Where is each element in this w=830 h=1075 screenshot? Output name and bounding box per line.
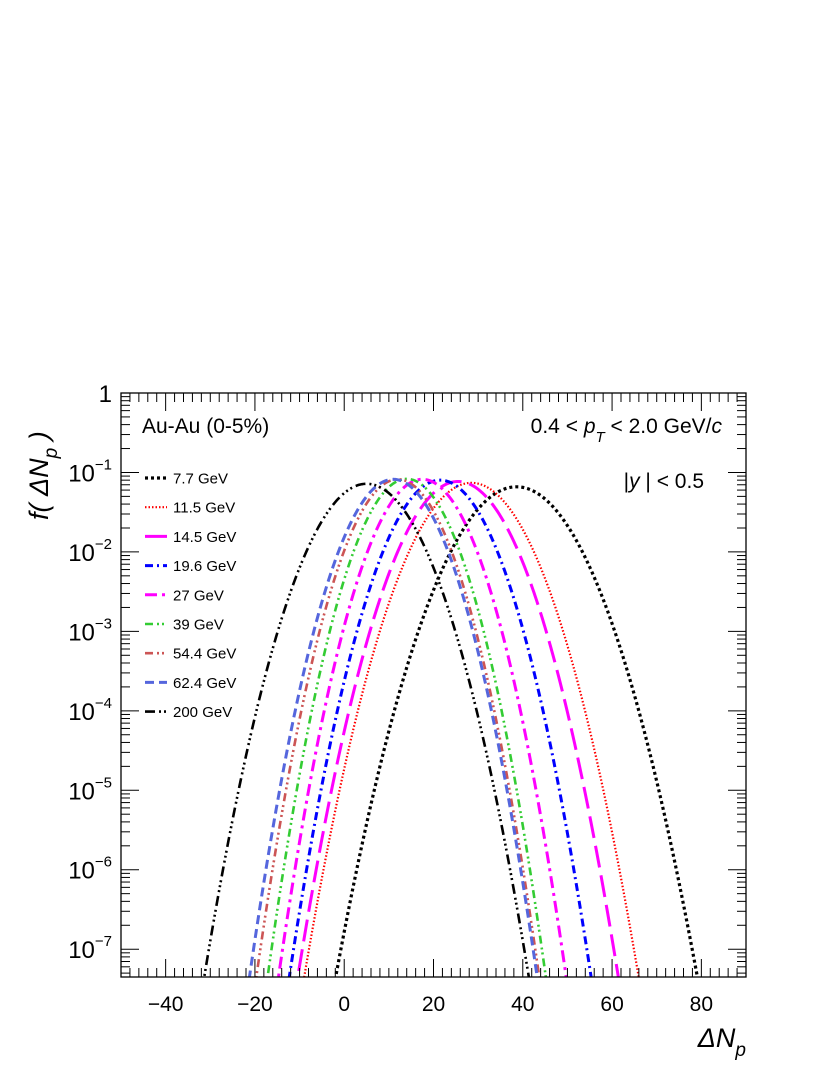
- series-line-1: [303, 481, 640, 977]
- y-tick-label: 10−7: [68, 933, 112, 964]
- x-axis: −40 −20 0 20 40 60 80: [120, 393, 747, 1016]
- legend: 7.7 GeV 11.5 GeV 14.5 GeV 19.6 GeV 27 GeV 39 …: [145, 471, 236, 721]
- legend-label: 62.4 GeV: [173, 675, 236, 692]
- y-tick-label: 10−4: [68, 695, 112, 726]
- curves-layer: [202, 477, 700, 977]
- legend-label: 200 GeV: [173, 704, 232, 721]
- rapidity-label: |y | < 0.5: [624, 470, 704, 493]
- x-tick-label: 60: [600, 993, 623, 1016]
- legend-label: 39 GeV: [173, 617, 224, 634]
- legend-label: 27 GeV: [173, 587, 224, 604]
- y-tick-label: 10−2: [68, 536, 112, 567]
- y-tick-label: 10−1: [68, 456, 112, 487]
- system-label: Au-Au (0-5%): [142, 415, 269, 438]
- x-tick-label: 0: [338, 993, 350, 1016]
- y-tick-label: 10−5: [68, 774, 112, 805]
- series-line-5: [266, 477, 548, 977]
- series-line-7: [247, 477, 539, 977]
- series-line-3: [287, 478, 593, 977]
- y-tick-label: 10−6: [68, 854, 112, 885]
- x-tick-label: −20: [237, 993, 273, 1016]
- y-tick-label: 1: [99, 381, 112, 408]
- y-axis: 1 10−1 10−2 10−3 10−4 10−5 10−6 10−7: [68, 381, 746, 974]
- x-tick-label: −40: [148, 993, 184, 1016]
- legend-label: 14.5 GeV: [173, 529, 236, 546]
- series-line-2: [296, 479, 620, 977]
- legend-label: 7.7 GeV: [173, 471, 228, 488]
- x-tick-label: 20: [422, 993, 445, 1016]
- x-axis-title: ΔNp: [697, 1023, 746, 1061]
- y-axis-title: f( ΔNp ): [24, 431, 62, 520]
- y-tick-label: 10−3: [68, 615, 112, 646]
- series-line-0: [334, 485, 700, 977]
- legend-label: 19.6 GeV: [173, 558, 236, 575]
- x-tick-label: 80: [690, 993, 713, 1016]
- pt-range-label: 0.4 < pT < 2.0 GeV/c: [531, 415, 723, 446]
- series-line-8: [202, 482, 531, 977]
- x-tick-label: 40: [511, 993, 534, 1016]
- legend-label: 54.4 GeV: [173, 646, 236, 663]
- series-line-4: [276, 477, 568, 977]
- legend-label: 11.5 GeV: [173, 500, 235, 517]
